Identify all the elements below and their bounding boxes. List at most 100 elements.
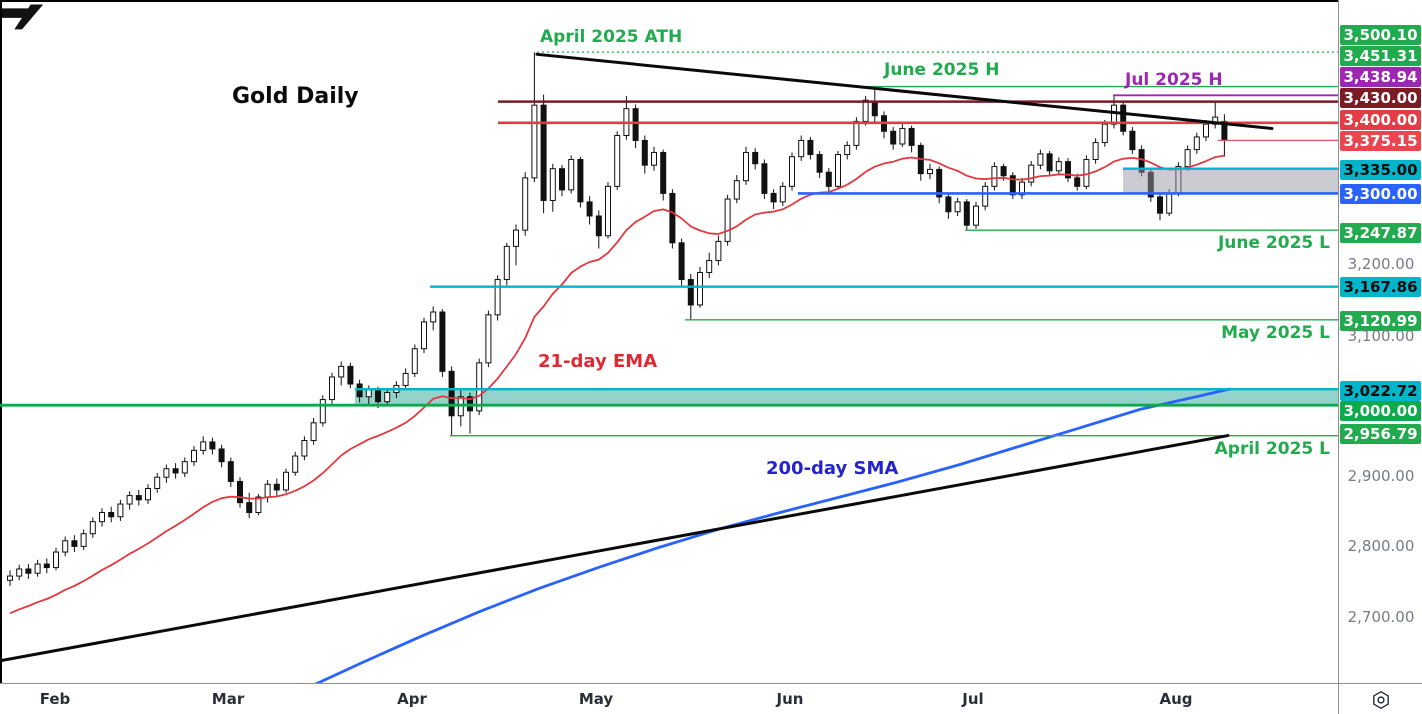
label-sma[interactable]: 200-day SMA	[766, 458, 899, 479]
candle	[927, 168, 933, 175]
candle	[678, 242, 685, 281]
candle	[651, 151, 657, 166]
candle	[1055, 161, 1062, 172]
candle	[1157, 196, 1163, 214]
price-label: 2,956.79	[1340, 424, 1421, 444]
demand-zone-3000[interactable]	[355, 389, 1338, 406]
candle	[503, 245, 510, 281]
candle	[973, 205, 979, 226]
candle	[191, 449, 197, 463]
candle	[706, 259, 713, 273]
candle	[338, 365, 345, 378]
time-label-jul: Jul	[962, 690, 984, 708]
candle	[798, 139, 805, 158]
candle	[752, 151, 759, 165]
chart-title[interactable]: Gold Daily	[232, 84, 359, 109]
candle	[264, 483, 271, 498]
time-label-mar: Mar	[211, 690, 245, 708]
candle	[319, 399, 326, 424]
candle	[356, 383, 363, 398]
price-label: 3,247.87	[1340, 223, 1421, 243]
label-jul-high[interactable]: Jul 2025 H	[1125, 70, 1223, 90]
candle	[384, 391, 391, 403]
tradingview-logo[interactable]	[0, 0, 46, 32]
price-label: 3,438.94	[1340, 67, 1421, 87]
descending-trendline[interactable]	[535, 52, 1274, 130]
candle	[53, 551, 59, 569]
label-ema[interactable]: 21-day EMA	[538, 351, 658, 372]
candle	[1166, 192, 1173, 214]
candle	[844, 144, 851, 156]
candle	[421, 321, 427, 350]
candle	[1074, 177, 1081, 187]
candle	[430, 311, 437, 323]
candle	[99, 512, 105, 523]
candle	[1019, 181, 1025, 196]
candle	[43, 563, 50, 569]
candle	[62, 540, 69, 553]
candle	[963, 201, 970, 226]
candle	[632, 108, 639, 141]
candle	[513, 229, 519, 247]
candle	[743, 151, 749, 182]
label-june-low[interactable]: June 2025 L	[1217, 233, 1330, 253]
candle	[181, 461, 188, 474]
ascending-trendline[interactable]	[0, 434, 1230, 663]
candle	[1092, 142, 1099, 161]
candle	[467, 396, 473, 412]
candle	[301, 440, 308, 457]
candle	[982, 185, 989, 207]
label-june-high[interactable]: June 2025 H	[884, 60, 1000, 80]
label-april-low[interactable]: April 2025 L	[1214, 439, 1330, 459]
candle	[789, 156, 795, 187]
candle	[724, 198, 731, 242]
candle	[439, 311, 446, 372]
candle	[476, 362, 483, 412]
supply-zone-3300[interactable]	[1123, 168, 1338, 194]
candle	[89, 521, 96, 535]
candle	[494, 279, 501, 316]
time-label-feb: Feb	[39, 690, 71, 708]
candle	[945, 196, 952, 213]
candle	[862, 99, 869, 122]
price-label: 3,500.10	[1340, 25, 1421, 45]
price-tick: 2,900.00	[1347, 467, 1415, 485]
settings-icon[interactable]	[1370, 689, 1392, 711]
candle	[1120, 104, 1127, 132]
candle	[200, 441, 207, 451]
candle	[559, 168, 565, 191]
candle	[531, 104, 538, 179]
candle	[871, 101, 878, 117]
chart-canvas[interactable]: Gold Daily April 2025 ATH June 2025 H Jul 2…	[0, 0, 1338, 683]
price-tick: 3,100.00	[1347, 327, 1415, 345]
candle	[375, 389, 381, 403]
candle	[310, 422, 317, 442]
candle	[577, 159, 584, 203]
candle	[586, 201, 593, 217]
time-axis[interactable]: Feb Mar Apr May Jun Jul Aug	[0, 683, 1338, 714]
candles	[7, 52, 1228, 586]
price-tick: 2,700.00	[1347, 608, 1415, 626]
time-label-jun: Jun	[776, 690, 804, 708]
candle	[954, 201, 961, 213]
candle	[715, 240, 722, 261]
chart-plot-svg[interactable]	[0, 0, 1338, 683]
candle	[209, 441, 216, 450]
label-may-low[interactable]: May 2025 L	[1221, 323, 1330, 343]
price-label: 3,000.00	[1340, 401, 1421, 421]
candle	[145, 488, 151, 501]
candle	[1111, 104, 1117, 125]
candle	[1000, 166, 1007, 177]
candle	[540, 104, 547, 201]
label-april-ath[interactable]: April 2025 ATH	[540, 27, 683, 47]
candle	[779, 185, 786, 203]
price-axis[interactable]: 3,500.10 3,451.31 3,438.94 3,430.00 3,400.00…	[1338, 0, 1422, 683]
time-label-apr: Apr	[397, 690, 427, 708]
candle	[126, 495, 133, 505]
candle	[669, 192, 676, 244]
candle	[172, 468, 179, 474]
candle	[71, 540, 78, 547]
candle	[614, 135, 621, 187]
price-label: 3,167.86	[1340, 277, 1421, 297]
candle	[80, 533, 87, 547]
